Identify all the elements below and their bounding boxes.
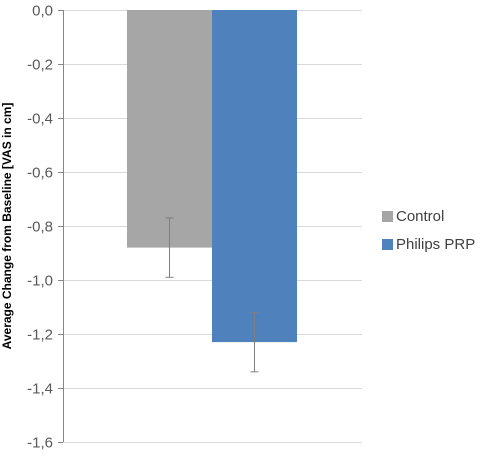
bar: [127, 10, 212, 248]
y-tick-label: -0,4: [27, 111, 53, 128]
legend-swatch-control: [382, 210, 393, 222]
legend-label-philips-prp: Philips PRP: [396, 235, 476, 253]
legend: Control Philips PRP: [382, 205, 475, 261]
error-bars: [165, 217, 259, 373]
y-tick-labels: 0,0 -0,2 -0,4 -0,6 -0,8 -1,0 -1,2 -1,4 -1,6: [27, 3, 53, 452]
y-tick-label: -0,2: [27, 57, 53, 74]
legend-swatch-philips-prp: [382, 238, 393, 250]
y-tick-label: -0,6: [27, 165, 53, 182]
y-tick-label: -1,2: [27, 327, 53, 344]
y-tick-label: -1,0: [27, 273, 53, 290]
y-tick-label: 0,0: [32, 3, 53, 20]
legend-item-control: Control: [382, 205, 475, 227]
y-tick-label: -1,4: [27, 381, 53, 398]
legend-item-philips-prp: Philips PRP: [382, 233, 475, 255]
bar: [212, 10, 297, 343]
y-axis-title: Average Change from Baseline [VAS in cm]: [0, 103, 14, 350]
y-tick-label: -0,8: [27, 219, 53, 236]
bars: [127, 10, 297, 343]
y-tick-label: -1,6: [27, 435, 53, 452]
legend-label-control: Control: [396, 207, 445, 225]
